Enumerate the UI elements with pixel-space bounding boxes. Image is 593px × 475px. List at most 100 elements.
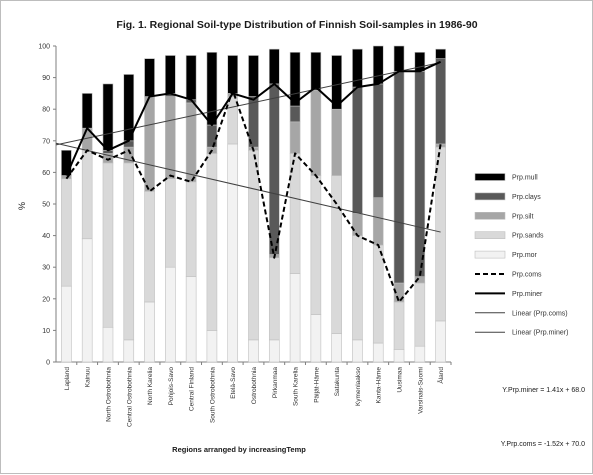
legend: Prp.mull Prp.clays Prp.silt Prp.sands Prp.mo… [474,173,568,337]
bar-segment-prp-mull [289,52,301,107]
bar-segment-prp-silt [310,89,322,176]
bar-segment-prp-mor [123,339,135,363]
x-tick-label: Kymenlaakso [355,367,362,406]
bar-segment-prp-sands [414,282,426,347]
trendline-linear-prp-miner [55,61,441,146]
bar-segment-prp-silt [289,121,301,154]
trendline-linear-prp-coms [55,142,441,233]
x-tick-label: Ostrobothnia [251,367,258,405]
bar-segment-prp-sands [165,178,176,268]
legend-label-prp-mull: Prp.mull [512,175,538,182]
x-tick-label: North Karelia [147,367,154,405]
x-tick-label: Etelä-Savo [230,367,237,399]
bar-segment-prp-sands [144,191,155,303]
y-tick-label: 80 [42,107,50,114]
bar-segment-prp-mor [165,266,176,363]
coms-equation-annotation: Y.Prp.coms = -1.52x + 70.0 [501,441,585,448]
bar-segment-prp-sands [123,162,135,341]
bar-segment-prp-clays [352,86,363,214]
x-tick-label: Satakunta [334,367,341,397]
bar-segment-prp-mor [185,276,197,363]
legend-label-linear-prp-coms: Linear (Prp.coms) [512,310,568,317]
x-tick-label: Åland [436,367,445,384]
bar-segment-prp-sands [268,257,280,341]
y-tick-label: 90 [42,75,50,82]
bar-segment-prp-mull [435,48,446,59]
bar-segment-prp-sands [331,175,342,334]
x-tick-label: Uusimaa [397,367,404,393]
legend-label-prp-clays: Prp.clays [512,194,541,201]
bar-segment-prp-mull [61,149,72,176]
series-line-prp-coms [65,89,442,303]
x-tick-label: Central Finland [189,367,196,411]
bar-segment-prp-sands [310,175,322,315]
y-tick-label: 20 [42,296,50,303]
bar-segment-prp-mor [331,333,342,363]
legend-label-prp-mor: Prp.mor [512,252,538,259]
bar-segment-prp-mull [393,45,405,72]
bar-segment-prp-clays [414,70,426,277]
bar-segment-prp-silt [144,96,155,192]
bar-segment-prp-mull [248,55,259,97]
bar-segment-prp-sands [185,181,197,277]
bar-segment-prp-mor [289,273,301,363]
bar-segment-prp-silt [165,96,176,180]
bar-segment-prp-mull [227,55,239,94]
x-tick-label: South Ostrobothnia [209,367,216,423]
y-tick-label: 0 [46,360,50,367]
bar-segment-prp-sands [61,178,72,287]
x-tick-label: Central Ostrobothnia [126,367,133,427]
bar-segment-prp-clays [393,70,405,284]
x-tick-label: Kanta-Häme [376,367,383,404]
bar-segment-prp-mull [165,55,176,94]
bar-segment-prp-mull [310,52,322,91]
bar-segment-prp-mor [102,326,114,363]
bar-segment-prp-mull [414,52,426,72]
bar-segment-prp-sands [227,96,239,145]
bar-segment-prp-sands [102,162,114,328]
bar-segment-prp-mor [372,342,384,363]
bar-segment-prp-mor [81,238,93,363]
y-tick-label: 60 [42,170,50,177]
legend-swatch-prp-mor [474,250,506,259]
bar-segment-prp-clays [435,58,446,145]
x-axis-label: Regions arranged by increasingTemp [172,445,306,454]
bar-segment-prp-silt [352,213,363,236]
bar-segment-prp-sands [81,149,93,240]
bar-segment-prp-mor [393,349,405,363]
plot-area: 0 10 20 30 40 50 60 70 80 90 100 Lapland Kainuu North… [38,44,452,427]
y-tick-label: 70 [42,138,50,145]
bar-segment-prp-mull [206,52,218,126]
y-tick-label: 30 [42,265,50,272]
x-tick-label: Päijät-Häme [313,367,320,403]
legend-label-prp-silt: Prp.silt [512,213,533,220]
bar-segment-prp-clays [268,83,280,255]
bar-segment-prp-mull [102,83,114,151]
x-tick-label: Pirkanmaa [272,367,279,398]
bar-segment-prp-mor [144,301,155,363]
bar-segment-prp-sands [393,301,405,350]
chart-title: Fig. 1. Regional Soil-type Distribution … [116,19,477,31]
legend-label-prp-sands: Prp.sands [512,233,544,240]
bar-segment-prp-mor [227,143,239,363]
bar-segment-prp-clays [289,105,301,123]
legend-swatch-prp-mull [474,173,506,181]
bar-segment-prp-mor [310,314,322,363]
legend-label-prp-miner: Prp.miner [512,291,543,298]
bar-segment-prp-clays [206,124,218,148]
legend-swatch-prp-clays [474,192,506,201]
y-tick-label: 50 [42,202,50,209]
bar-segment-prp-sands [372,244,384,344]
bar-segment-prp-mull [81,93,93,129]
bar-segment-prp-sands [248,149,259,341]
legend-label-linear-prp-miner: Linear (Prp.miner) [512,330,568,337]
y-tick-label: 10 [42,328,50,335]
legend-swatch-prp-silt [474,212,506,220]
bar-segment-prp-sands [352,235,363,341]
x-tick-label: North Ostrobothnia [105,367,112,422]
legend-swatch-prp-sands [474,231,506,239]
bar-segment-prp-mull [185,55,197,101]
bar-segment-prp-mull [331,55,342,110]
